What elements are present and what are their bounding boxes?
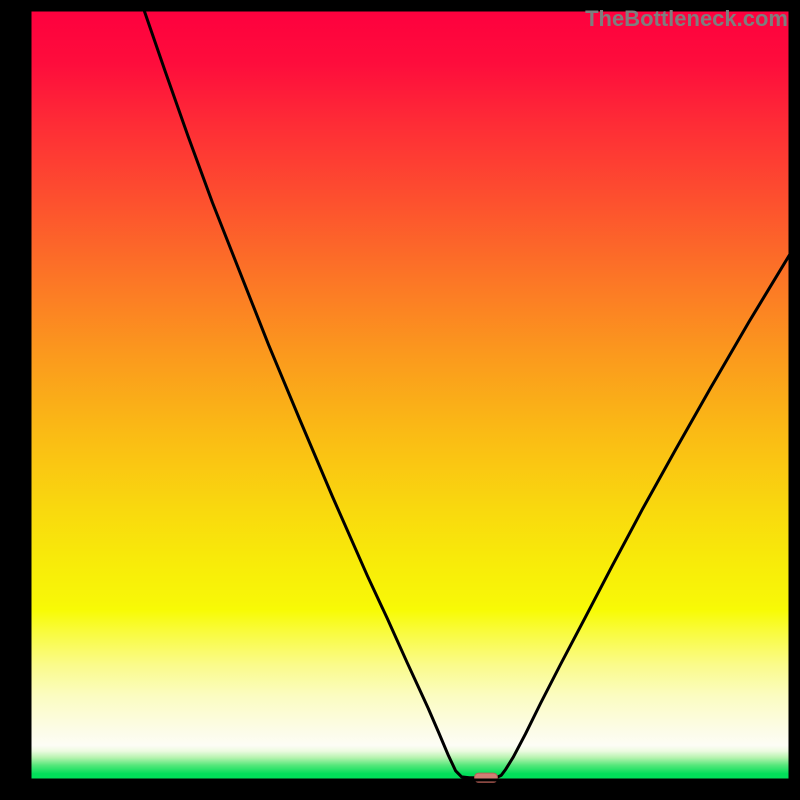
plot-background — [30, 10, 790, 780]
watermark-text: TheBottleneck.com — [585, 6, 788, 32]
chart-svg — [0, 0, 800, 800]
bottleneck-chart: TheBottleneck.com — [0, 0, 800, 800]
